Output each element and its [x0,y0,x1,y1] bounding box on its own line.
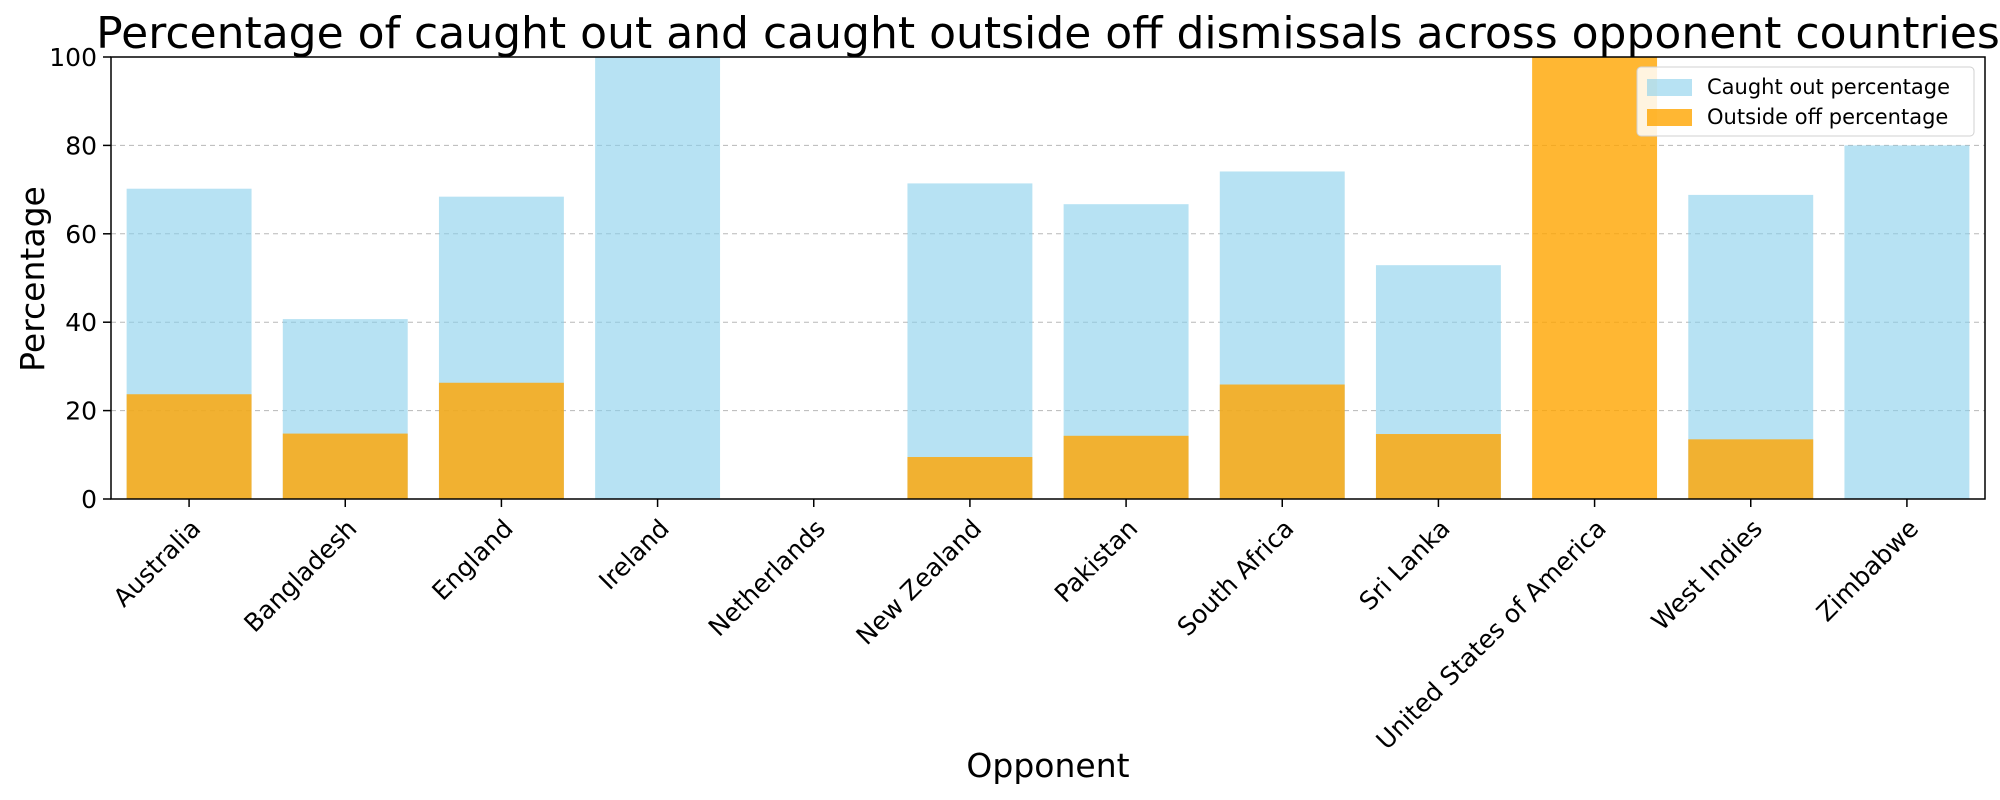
x-axis-label: Opponent [966,746,1129,785]
bar-caught-out-zimbabwe [1844,145,1970,499]
y-tick-label: 0 [81,485,97,514]
bar-outside-off-west-indies [1688,439,1814,499]
legend-label: Caught out percentage [1707,75,1950,99]
x-tick-label: South Africa [1172,514,1300,642]
bar-outside-off-england [438,382,564,499]
y-tick-label: 20 [65,397,97,426]
x-tick-label: Ireland [593,514,675,596]
bar-outside-off-pakistan [1063,435,1189,499]
x-tick-label: Pakistan [1049,514,1144,609]
bar-caught-out-new-zealand [907,183,1033,500]
y-tick-label: 40 [65,308,97,337]
x-tick-label: New Zealand [850,514,987,651]
grid-lines [111,144,1985,412]
bar-outside-off-united-states-of-america [1532,57,1658,499]
legend-label: Outside off percentage [1707,105,1948,129]
bar-outside-off-australia [126,394,252,499]
x-tick-label: Bangladesh [238,514,362,638]
x-tick-label: England [426,514,518,606]
y-axis-label: Percentage [13,186,52,372]
legend-box [1636,66,1975,137]
x-tick-label: Zimbabwe [1811,514,1924,627]
x-tick-label: Australia [108,514,207,613]
bar-caught-out-ireland [595,57,721,499]
y-tick-label: 80 [65,131,97,160]
bar-outside-off-south-africa [1219,384,1345,499]
plot-frame [110,56,1986,500]
bar-outside-off-bangladesh [282,433,408,499]
x-tick-label: Sri Lanka [1353,514,1455,616]
chart-title: Percentage of caught out and caught outs… [96,8,2000,59]
legend-swatch [1647,79,1692,96]
legend: Caught out percentage Outside off percent… [1636,66,1975,137]
y-tick-label: 100 [49,43,97,72]
bar-outside-off-new-zealand [907,457,1033,499]
x-tick-label: Netherlands [703,514,831,642]
x-tick-label: West Indies [1646,514,1768,636]
bars [126,57,1970,500]
bar-outside-off-sri-lanka [1375,434,1501,499]
y-tick-label: 60 [65,220,97,249]
legend-swatch [1647,109,1692,126]
